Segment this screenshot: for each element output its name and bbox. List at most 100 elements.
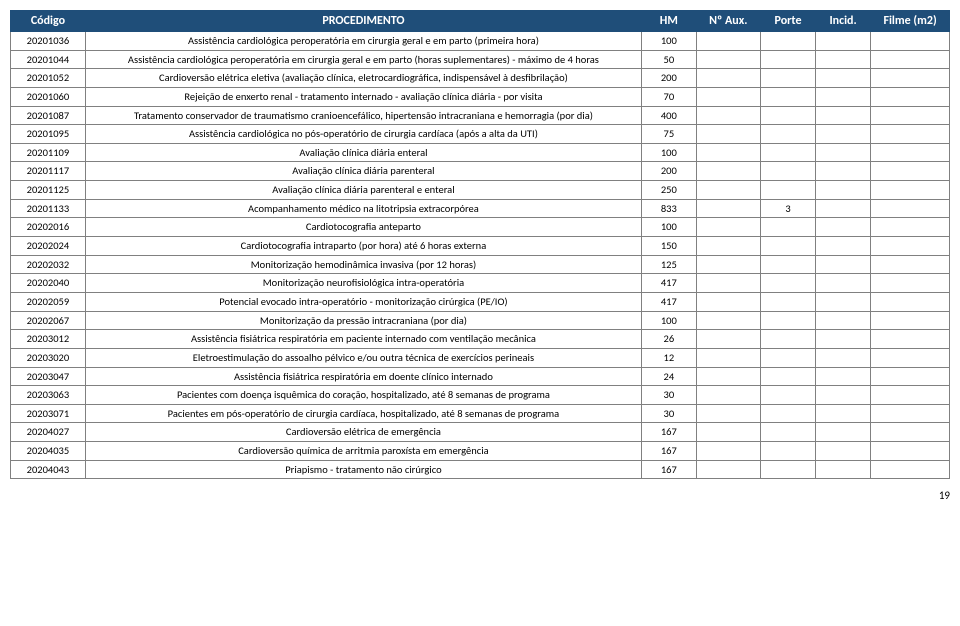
cell-porte xyxy=(760,311,815,330)
cell-hm: 167 xyxy=(642,442,697,461)
table-header-row: Código PROCEDIMENTO HM Nº Aux. Porte Inc… xyxy=(11,11,950,32)
cell-incid xyxy=(816,106,871,125)
cell-incid xyxy=(816,386,871,405)
cell-procedimento: Tratamento conservador de traumatismo cr… xyxy=(85,106,641,125)
cell-porte xyxy=(760,162,815,181)
cell-porte xyxy=(760,143,815,162)
cell-naux xyxy=(696,330,760,349)
cell-porte xyxy=(760,292,815,311)
table-row: 20201087Tratamento conservador de trauma… xyxy=(11,106,950,125)
cell-procedimento: Cardiotocografia anteparto xyxy=(85,218,641,237)
cell-codigo: 20203071 xyxy=(11,404,86,423)
cell-hm: 417 xyxy=(642,274,697,293)
cell-incid xyxy=(816,87,871,106)
cell-filme xyxy=(871,237,950,256)
table-row: 20204043Priapismo - tratamento não cirúr… xyxy=(11,460,950,479)
cell-naux xyxy=(696,218,760,237)
table-row: 20203012Assistência fisiátrica respirató… xyxy=(11,330,950,349)
cell-porte xyxy=(760,106,815,125)
cell-codigo: 20203047 xyxy=(11,367,86,386)
col-porte: Porte xyxy=(760,11,815,32)
cell-filme xyxy=(871,199,950,218)
cell-porte xyxy=(760,255,815,274)
cell-porte: 3 xyxy=(760,199,815,218)
cell-codigo: 20203020 xyxy=(11,348,86,367)
cell-filme xyxy=(871,162,950,181)
cell-naux xyxy=(696,237,760,256)
table-row: 20201095Assistência cardiológica no pós-… xyxy=(11,125,950,144)
cell-codigo: 20202040 xyxy=(11,274,86,293)
cell-hm: 200 xyxy=(642,162,697,181)
table-row: 20201044Assistência cardiológica peroper… xyxy=(11,50,950,69)
cell-procedimento: Cardioversão elétrica eletiva (avaliação… xyxy=(85,69,641,88)
cell-filme xyxy=(871,404,950,423)
cell-filme xyxy=(871,274,950,293)
cell-hm: 100 xyxy=(642,218,697,237)
cell-incid xyxy=(816,367,871,386)
cell-procedimento: Cardioversão química de arritmia paroxís… xyxy=(85,442,641,461)
cell-naux xyxy=(696,423,760,442)
cell-hm: 250 xyxy=(642,181,697,200)
cell-codigo: 20201109 xyxy=(11,143,86,162)
cell-incid xyxy=(816,274,871,293)
cell-codigo: 20204043 xyxy=(11,460,86,479)
cell-porte xyxy=(760,50,815,69)
table-row: 20202024Cardiotocografia intraparto (por… xyxy=(11,237,950,256)
cell-naux xyxy=(696,32,760,51)
table-row: 20201109Avaliação clínica diária enteral… xyxy=(11,143,950,162)
cell-procedimento: Pacientes em pós-operatório de cirurgia … xyxy=(85,404,641,423)
cell-codigo: 20202059 xyxy=(11,292,86,311)
table-row: 20202032Monitorização hemodinâmica invas… xyxy=(11,255,950,274)
cell-filme xyxy=(871,442,950,461)
cell-filme xyxy=(871,69,950,88)
table-row: 20201125Avaliação clínica diária parente… xyxy=(11,181,950,200)
col-filme: Filme (m2) xyxy=(871,11,950,32)
cell-porte xyxy=(760,181,815,200)
cell-hm: 200 xyxy=(642,69,697,88)
cell-naux xyxy=(696,404,760,423)
cell-procedimento: Assistência fisiátrica respiratória em p… xyxy=(85,330,641,349)
cell-porte xyxy=(760,32,815,51)
cell-porte xyxy=(760,237,815,256)
cell-filme xyxy=(871,143,950,162)
cell-incid xyxy=(816,311,871,330)
cell-hm: 125 xyxy=(642,255,697,274)
cell-incid xyxy=(816,460,871,479)
table-row: 20201133Acompanhamento médico na litotri… xyxy=(11,199,950,218)
cell-procedimento: Avaliação clínica diária parenteral e en… xyxy=(85,181,641,200)
cell-codigo: 20201095 xyxy=(11,125,86,144)
cell-naux xyxy=(696,442,760,461)
cell-naux xyxy=(696,181,760,200)
cell-porte xyxy=(760,125,815,144)
cell-codigo: 20201117 xyxy=(11,162,86,181)
page-number: 19 xyxy=(10,489,950,502)
cell-procedimento: Cardiotocografia intraparto (por hora) a… xyxy=(85,237,641,256)
cell-filme xyxy=(871,348,950,367)
cell-hm: 24 xyxy=(642,367,697,386)
cell-procedimento: Pacientes com doença isquêmica do coraçã… xyxy=(85,386,641,405)
table-row: 20201060Rejeição de enxerto renal - trat… xyxy=(11,87,950,106)
cell-porte xyxy=(760,460,815,479)
cell-procedimento: Avaliação clínica diária parenteral xyxy=(85,162,641,181)
cell-filme xyxy=(871,460,950,479)
cell-procedimento: Assistência fisiátrica respiratória em d… xyxy=(85,367,641,386)
cell-codigo: 20203063 xyxy=(11,386,86,405)
cell-incid xyxy=(816,143,871,162)
cell-porte xyxy=(760,218,815,237)
cell-procedimento: Monitorização da pressão intracraniana (… xyxy=(85,311,641,330)
cell-procedimento: Eletroestimulação do assoalho pélvico e/… xyxy=(85,348,641,367)
cell-naux xyxy=(696,50,760,69)
cell-naux xyxy=(696,386,760,405)
cell-incid xyxy=(816,442,871,461)
cell-hm: 50 xyxy=(642,50,697,69)
cell-procedimento: Cardioversão elétrica de emergência xyxy=(85,423,641,442)
cell-procedimento: Rejeição de enxerto renal - tratamento i… xyxy=(85,87,641,106)
cell-porte xyxy=(760,367,815,386)
cell-naux xyxy=(696,255,760,274)
cell-naux xyxy=(696,199,760,218)
cell-incid xyxy=(816,69,871,88)
cell-codigo: 20201052 xyxy=(11,69,86,88)
cell-incid xyxy=(816,348,871,367)
cell-incid xyxy=(816,292,871,311)
cell-porte xyxy=(760,442,815,461)
